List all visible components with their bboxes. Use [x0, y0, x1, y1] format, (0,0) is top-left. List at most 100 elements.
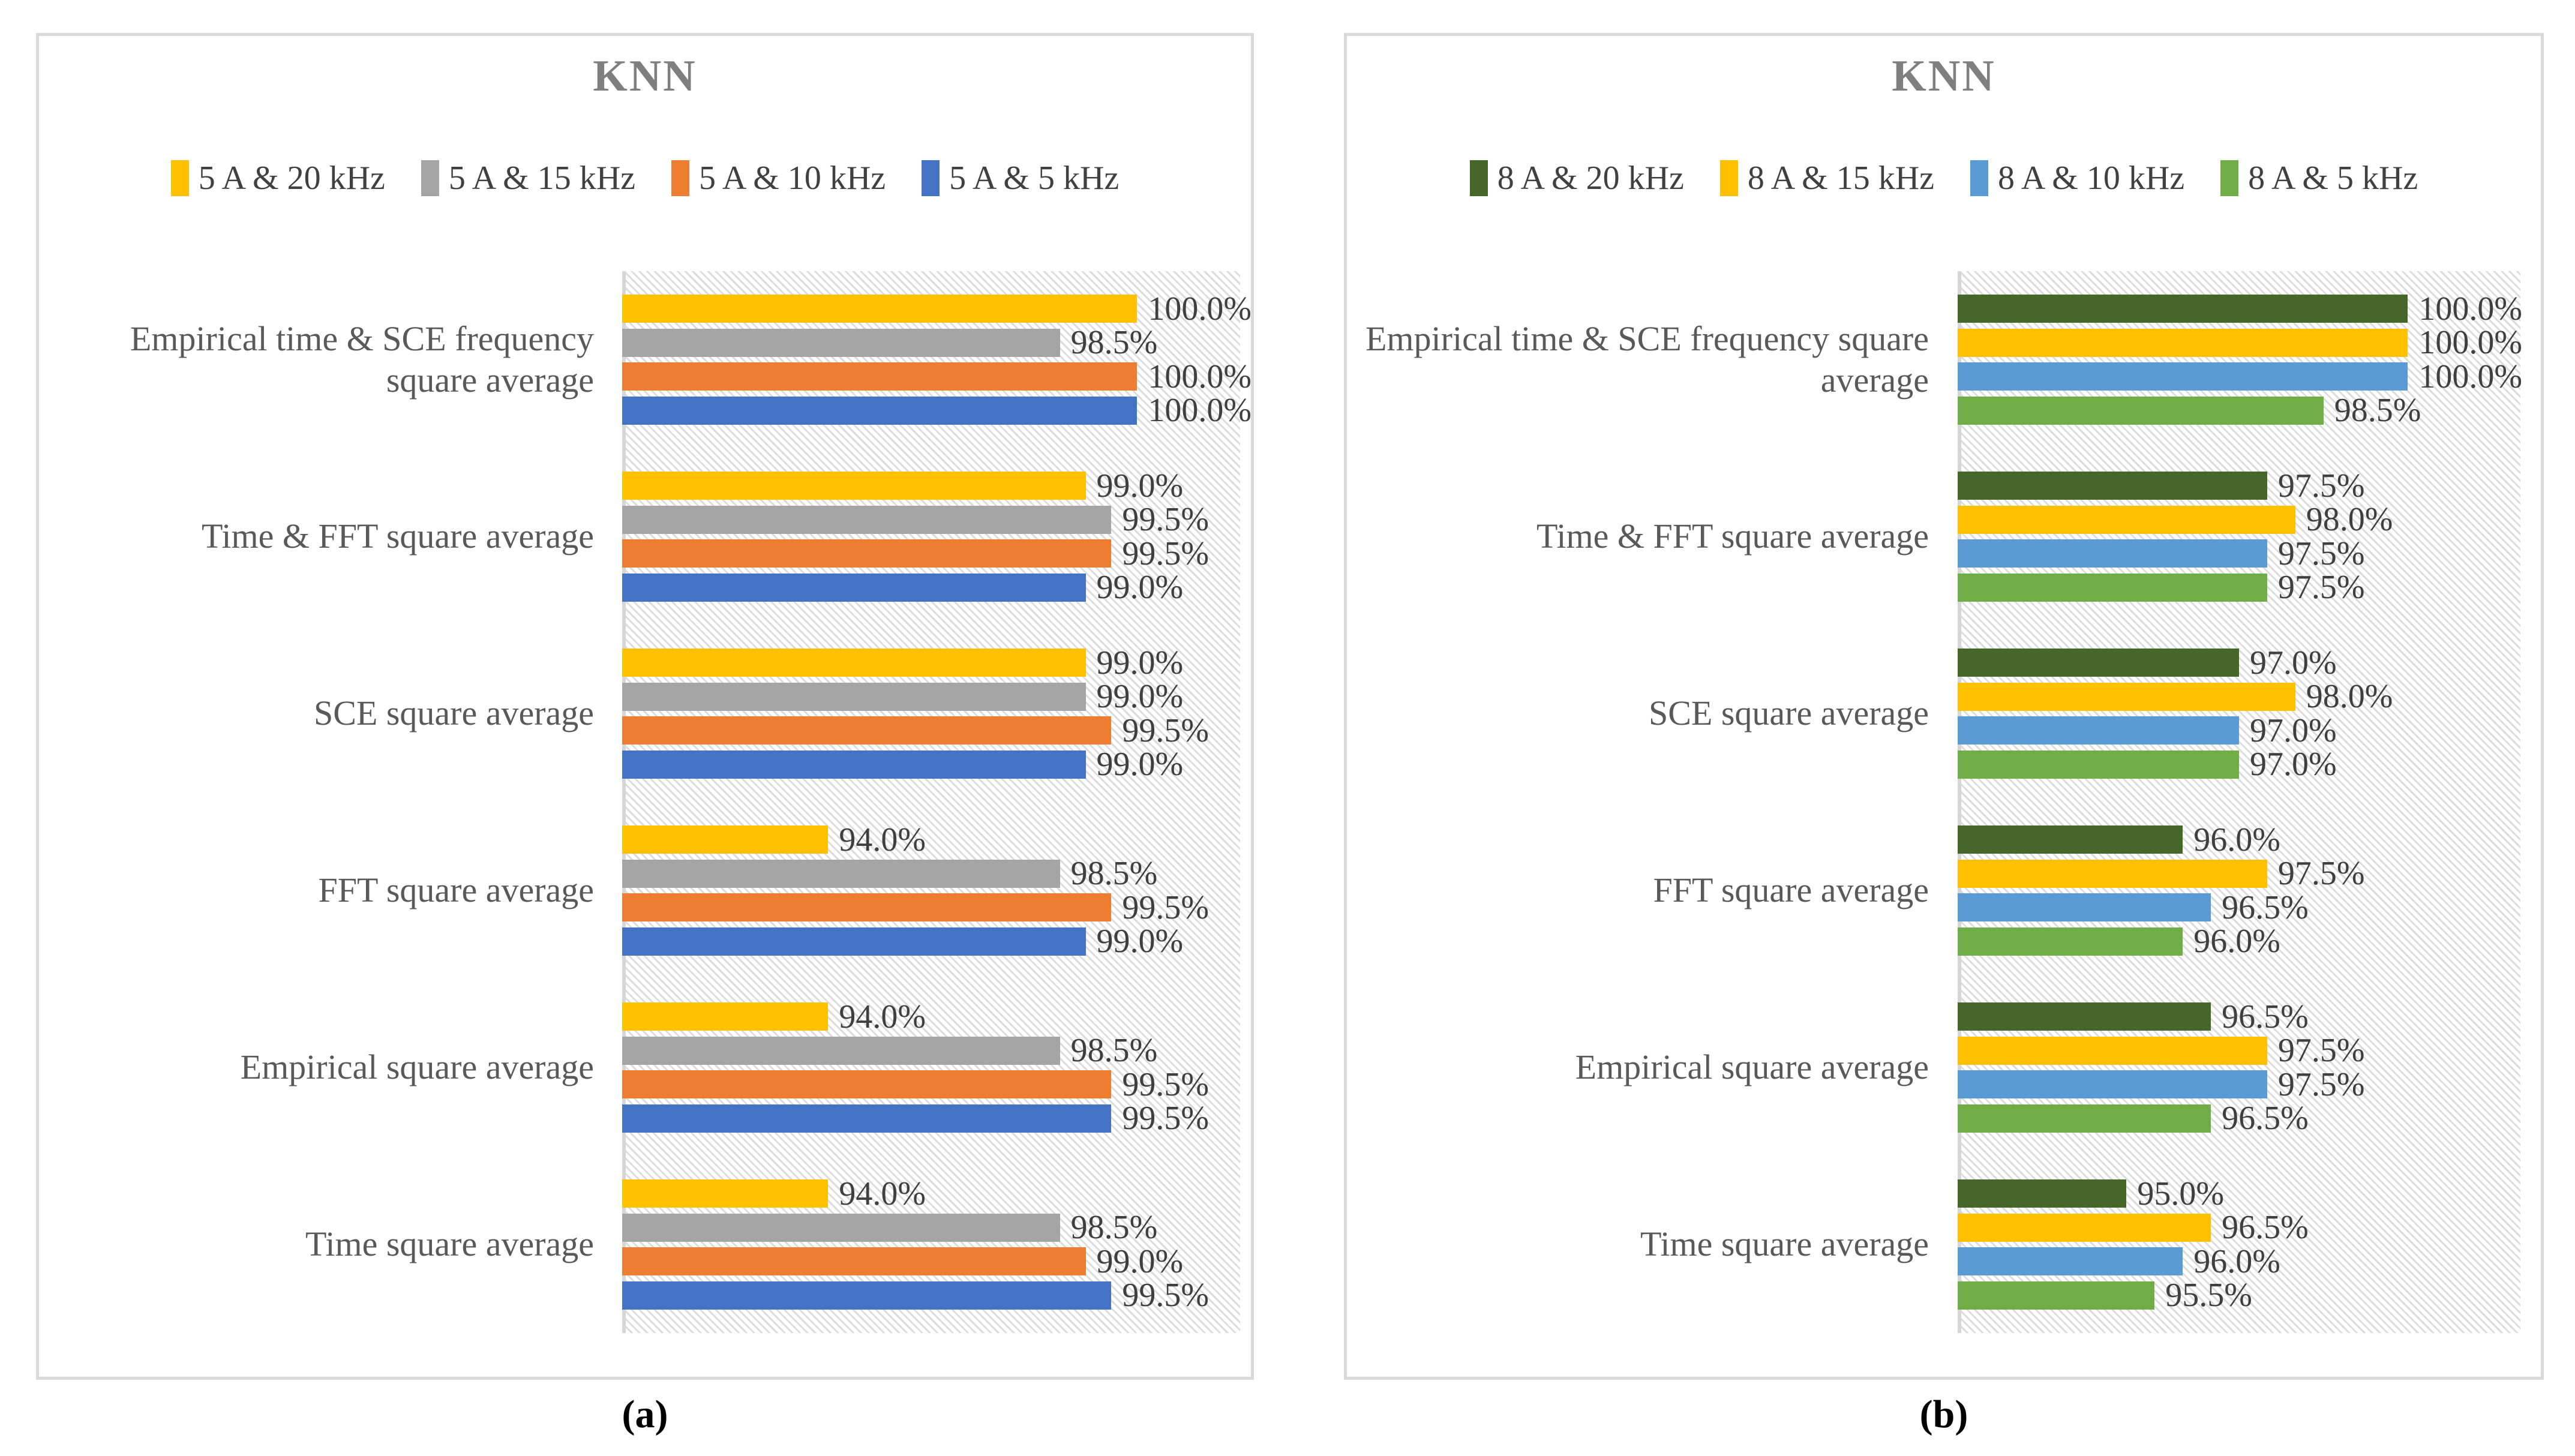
bar-line: 96.5%	[1958, 1100, 2520, 1137]
subfigure-label-a: (a)	[622, 1392, 668, 1436]
bar-line: 99.5%	[622, 712, 1240, 749]
bar	[1958, 472, 2267, 500]
bar	[1958, 859, 2267, 888]
bar	[622, 750, 1086, 779]
bar-line: 98.0%	[1958, 678, 2520, 715]
legend-label: 8 A & 20 kHz	[1497, 160, 1684, 197]
value-label: 97.5%	[2277, 535, 2365, 572]
bar	[622, 295, 1138, 323]
category-row: FFT square average 96.0% 97.5% 96.5% 96.0%	[1347, 802, 2541, 979]
legend-item: 8 A & 20 kHz	[1469, 159, 1684, 197]
chart-title: KNN	[593, 52, 697, 101]
bar	[622, 328, 1060, 357]
category-row: SCE square average 97.0% 98.0% 97.0% 97.0%	[1347, 625, 2541, 802]
plot-area-background	[1958, 271, 2520, 1333]
legend-swatch-icon	[170, 160, 189, 196]
value-label: 99.5%	[1122, 535, 1210, 572]
bar-line: 97.5%	[1958, 569, 2520, 606]
bar-line: 100.0%	[1958, 358, 2522, 395]
category-row: Time square average 94.0% 98.5% 99.0% 99.5%	[39, 1156, 1251, 1333]
bar-line: 99.0%	[622, 746, 1240, 783]
category-label: FFT square average	[1653, 870, 1929, 910]
category-label: Empirical time & SCE frequency square av…	[1365, 319, 1929, 400]
bar-group: 100.0% 100.0% 100.0% 98.5%	[1958, 290, 2522, 429]
bar-line: 99.5%	[622, 889, 1240, 926]
bar-line: 100.0%	[622, 392, 1252, 429]
value-label: 100.0%	[1148, 392, 1252, 430]
bar-line: 100.0%	[622, 290, 1252, 328]
value-label: 98.5%	[1070, 1209, 1158, 1247]
value-label: 98.5%	[1070, 1032, 1158, 1070]
value-label: 96.0%	[2193, 923, 2280, 960]
category-label: SCE square average	[313, 694, 594, 733]
bar	[622, 1002, 829, 1031]
legend-item: 5 A & 20 kHz	[170, 159, 385, 197]
value-label: 97.5%	[2277, 1065, 2365, 1103]
bar	[1958, 1179, 2127, 1208]
legend-label: 8 A & 5 kHz	[2248, 160, 2418, 197]
bar	[1958, 927, 2183, 956]
bar	[622, 573, 1086, 602]
legend-swatch-icon	[2220, 160, 2239, 196]
value-label: 99.0%	[1096, 1242, 1184, 1280]
bar-line: 95.0%	[1958, 1175, 2520, 1212]
category-row: FFT square average 94.0% 98.5% 99.5% 99.0%	[39, 802, 1251, 979]
bar	[1958, 1104, 2211, 1133]
bar-group: 97.5% 98.0% 97.5% 97.5%	[1958, 467, 2520, 606]
bar-line: 97.5%	[1958, 467, 2520, 505]
bar	[1958, 682, 2295, 711]
value-label: 99.0%	[1096, 678, 1184, 716]
bar	[1958, 295, 2408, 323]
bar	[622, 362, 1138, 391]
category-row: Time square average 95.0% 96.5% 96.0% 95.5%	[1347, 1156, 2541, 1333]
legend-label: 8 A & 15 kHz	[1747, 160, 1934, 197]
legend-swatch-icon	[1469, 160, 1488, 196]
value-label: 98.5%	[1070, 324, 1158, 362]
bar-group: 95.0% 96.5% 96.0% 95.5%	[1958, 1175, 2520, 1314]
bar-line: 100.0%	[1958, 324, 2522, 361]
category-label: FFT square average	[318, 870, 594, 910]
bar-group: 97.0% 98.0% 97.0% 97.0%	[1958, 644, 2520, 783]
bar-line: 97.5%	[1958, 535, 2520, 572]
bar-line: 99.5%	[622, 1277, 1240, 1314]
bar-line: 99.5%	[622, 1100, 1240, 1137]
category-label: SCE square average	[1648, 694, 1929, 733]
bar-group: 99.0% 99.5% 99.5% 99.0%	[622, 467, 1240, 606]
category-label: Time & FFT square average	[201, 517, 594, 556]
bar-line: 96.0%	[1958, 821, 2520, 858]
value-label: 99.0%	[1096, 746, 1184, 783]
value-label: 94.0%	[839, 821, 926, 858]
legend-label: 5 A & 20 kHz	[198, 160, 385, 197]
bar	[1958, 328, 2408, 357]
bar-line: 99.0%	[622, 923, 1240, 960]
plot-area-background	[622, 271, 1240, 1333]
value-label: 99.5%	[1122, 1277, 1210, 1314]
value-label: 97.5%	[2277, 467, 2365, 505]
bar-line: 96.5%	[1958, 1209, 2520, 1246]
bar-line: 100.0%	[1958, 290, 2522, 328]
value-label: 100.0%	[2418, 324, 2523, 362]
bar-line: 98.5%	[622, 855, 1240, 892]
bar	[622, 716, 1112, 745]
category-row: Time & FFT square average 97.5% 98.0% 97.5%…	[1347, 448, 2541, 625]
bar-group: 94.0% 98.5% 99.0% 99.5%	[622, 1175, 1240, 1314]
value-label: 98.0%	[2306, 678, 2393, 716]
bar	[622, 1213, 1060, 1242]
bar	[622, 1247, 1086, 1276]
bar	[622, 1036, 1060, 1065]
value-label: 99.5%	[1122, 888, 1210, 926]
category-row: Empirical square average 96.5% 97.5% 97.5% 9…	[1347, 979, 2541, 1156]
bar	[1958, 716, 2239, 745]
category-label: Time square average	[1640, 1224, 1929, 1264]
category-row: Time & FFT square average 99.0% 99.5% 99.5%…	[39, 448, 1251, 625]
legend-item: 8 A & 5 kHz	[2220, 159, 2418, 197]
bar-line: 99.5%	[622, 535, 1240, 572]
bar	[1958, 573, 2267, 602]
value-label: 94.0%	[839, 1175, 926, 1212]
bar-line: 99.0%	[622, 644, 1240, 682]
bar	[622, 396, 1138, 425]
bar	[622, 893, 1112, 922]
value-label: 96.5%	[2222, 1100, 2309, 1137]
bar	[1958, 1002, 2211, 1031]
value-label: 99.0%	[1096, 569, 1184, 607]
